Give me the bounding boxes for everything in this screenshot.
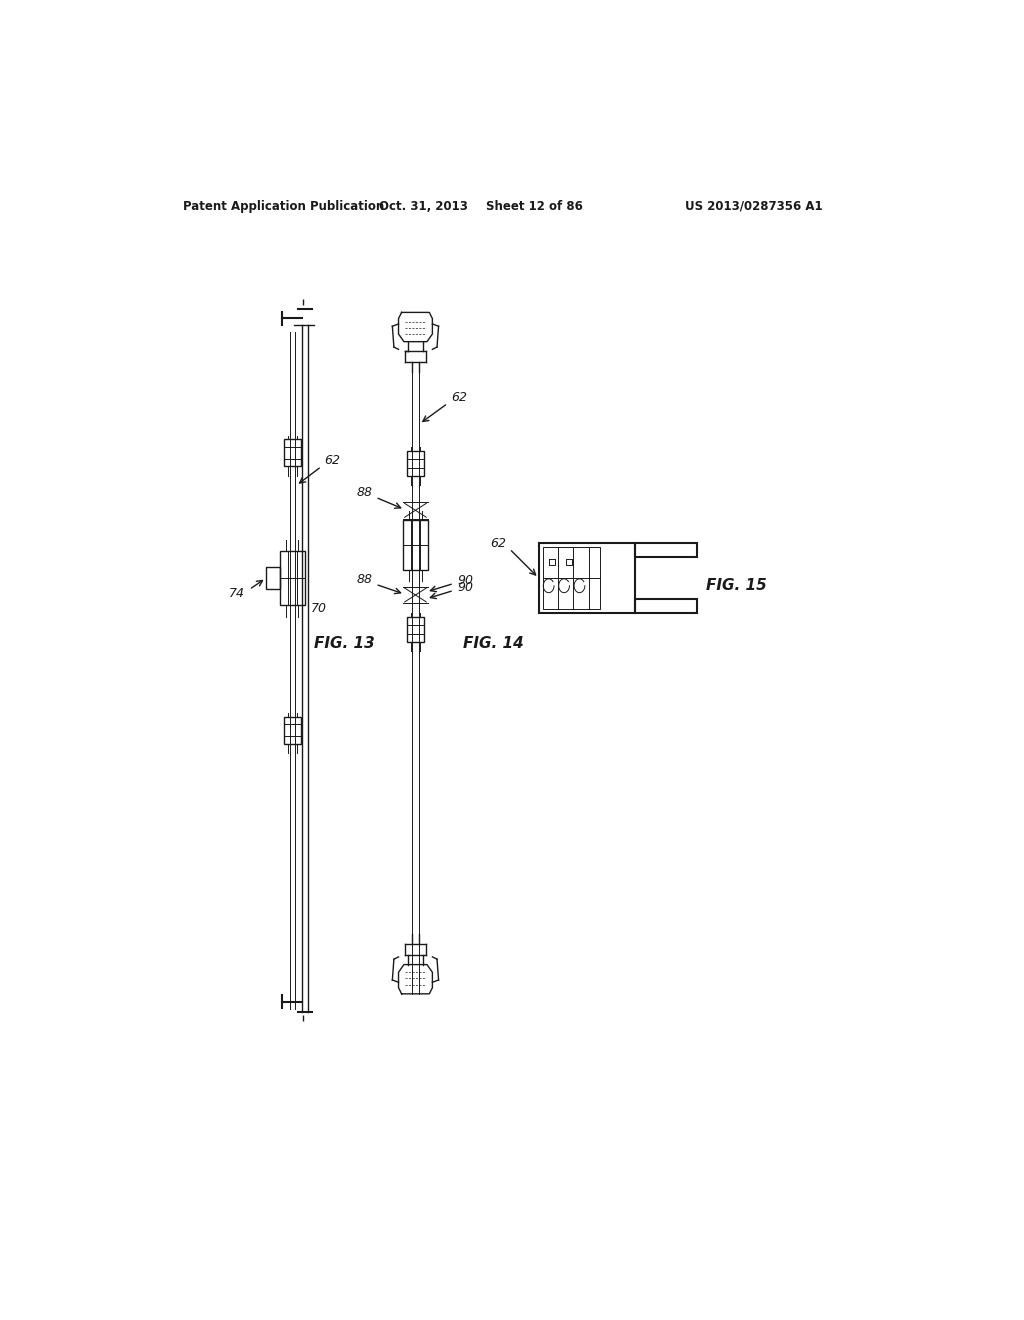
Text: 90: 90 [457, 581, 473, 594]
Text: FIG. 14: FIG. 14 [463, 636, 524, 651]
Text: Oct. 31, 2013: Oct. 31, 2013 [379, 199, 468, 213]
Text: Patent Application Publication: Patent Application Publication [183, 199, 384, 213]
Text: 74: 74 [228, 587, 245, 601]
Text: US 2013/0287356 A1: US 2013/0287356 A1 [685, 199, 822, 213]
Bar [284, 717, 301, 743]
Bar [403, 520, 428, 570]
Bar [635, 544, 696, 557]
Bar [635, 599, 696, 612]
Text: 62: 62 [451, 391, 467, 404]
Text: 88: 88 [356, 486, 373, 499]
Bar [539, 544, 635, 612]
Bar [266, 568, 280, 589]
Text: 62: 62 [325, 454, 341, 467]
Bar [543, 548, 600, 609]
Bar [407, 618, 424, 642]
Text: 88: 88 [356, 573, 373, 586]
Text: 90: 90 [457, 574, 473, 587]
Bar [284, 440, 301, 466]
Text: 62: 62 [490, 537, 506, 550]
Bar [280, 552, 304, 605]
Text: FIG. 13: FIG. 13 [313, 636, 375, 651]
Text: 70: 70 [310, 602, 327, 615]
Text: FIG. 15: FIG. 15 [706, 578, 767, 593]
Bar [407, 451, 424, 475]
Text: Sheet 12 of 86: Sheet 12 of 86 [486, 199, 584, 213]
